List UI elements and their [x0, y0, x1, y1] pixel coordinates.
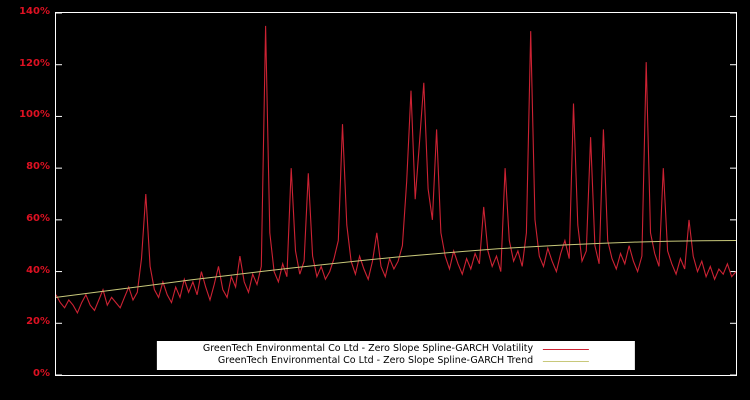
y-tick-label: 100%: [19, 109, 50, 121]
y-tick-label: 0%: [33, 368, 50, 379]
y-tick-label: 60%: [26, 212, 50, 224]
legend-label-trend: GreenTech Environmental Co Ltd - Zero Sl…: [217, 355, 534, 366]
y-tick-label: 140%: [19, 6, 50, 17]
trend-line-sample: [543, 360, 590, 362]
y-tick-label: 80%: [26, 161, 50, 173]
plot-svg: [56, 13, 736, 375]
legend-label-volatility: GreenTech Environmental Co Ltd - Zero Sl…: [202, 343, 534, 354]
legend-item-volatility: GreenTech Environmental Co Ltd - Zero Sl…: [202, 343, 590, 355]
y-tick-label: 40%: [26, 264, 50, 276]
volatility-line: [56, 25, 736, 315]
trend-line: [56, 240, 736, 298]
y-tick-label: 20%: [26, 316, 50, 328]
plot-box: GreenTech Environmental Co Ltd - Zero Sl…: [55, 12, 737, 376]
legend-item-trend: GreenTech Environmental Co Ltd - Zero Sl…: [203, 355, 590, 367]
volatility-line-sample: [543, 348, 590, 350]
y-tick-label: 120%: [19, 57, 50, 69]
legend: GreenTech Environmental Co Ltd - Zero Sl…: [156, 341, 636, 370]
